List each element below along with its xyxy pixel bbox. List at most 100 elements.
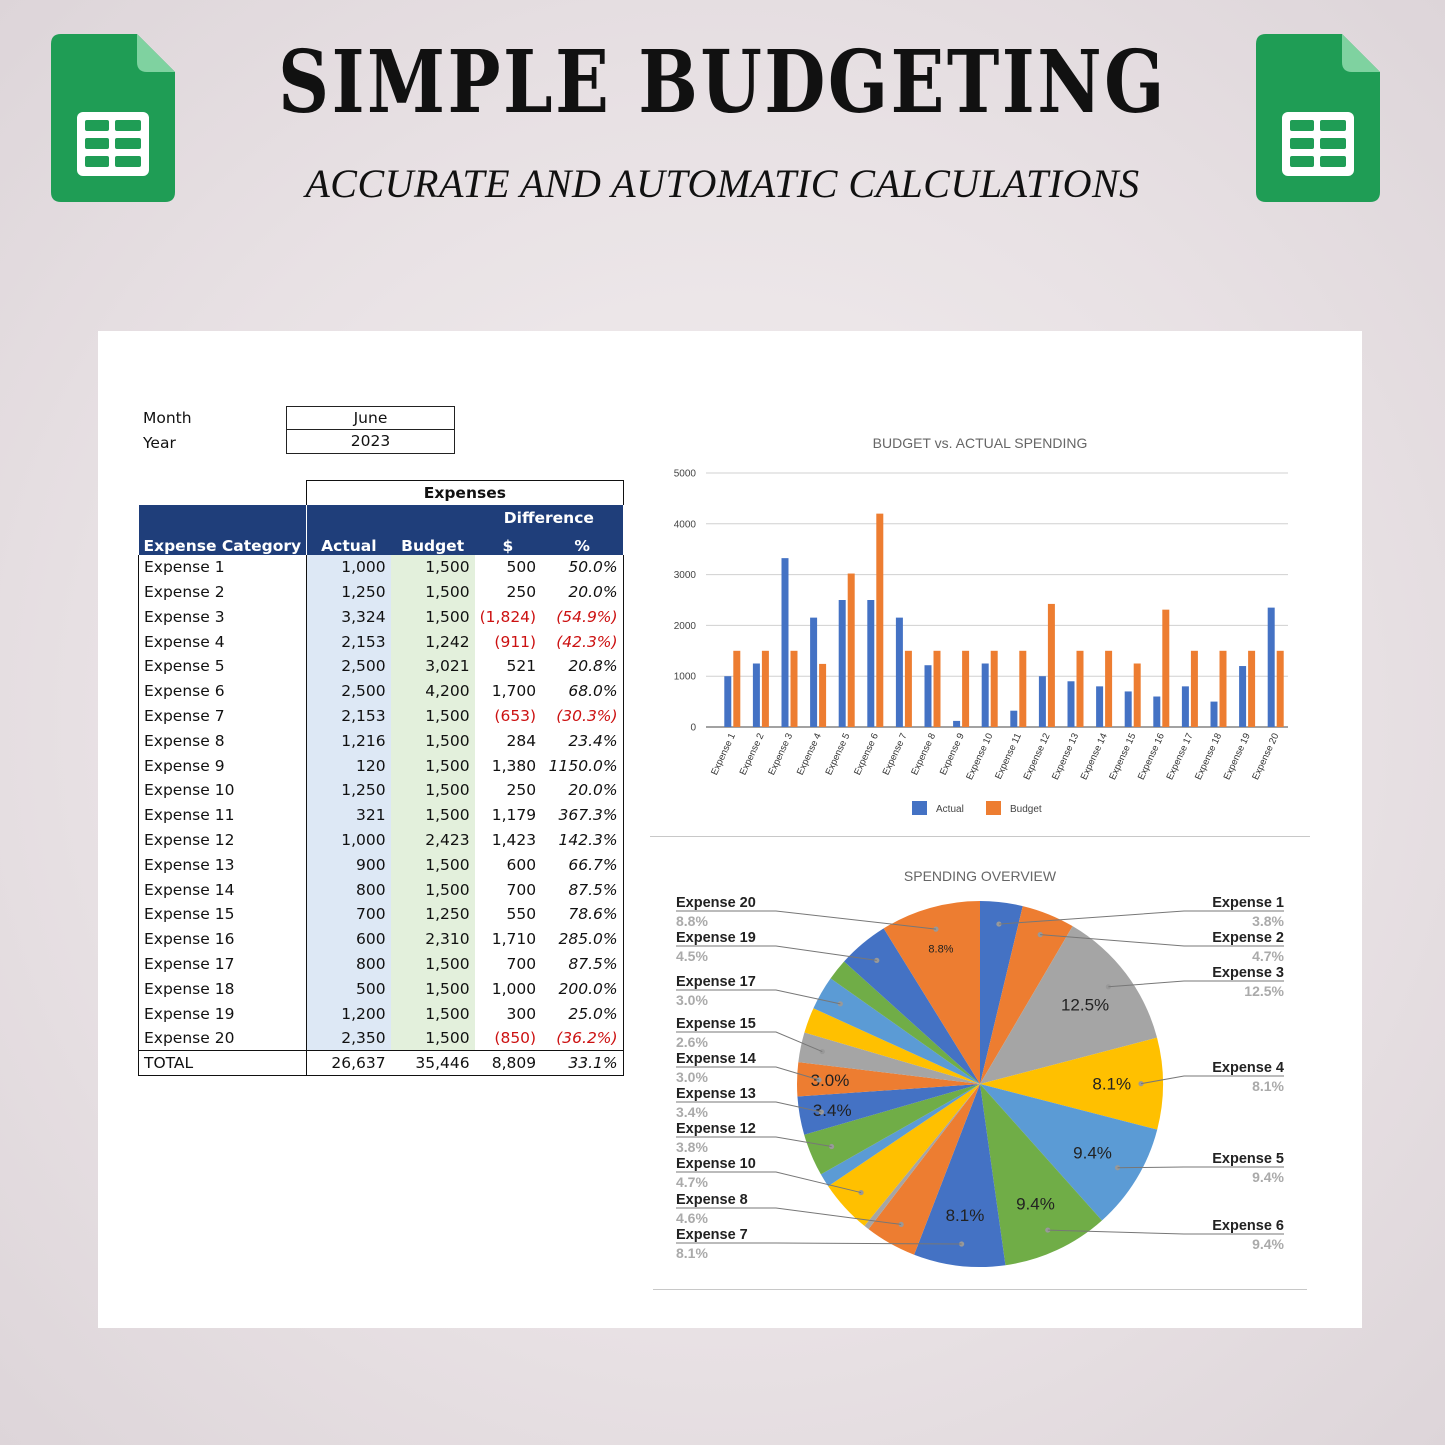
- row-diff-dollar[interactable]: 250: [506, 781, 537, 800]
- bar-actual[interactable]: [724, 676, 732, 727]
- bar-actual[interactable]: [953, 720, 961, 727]
- row-actual[interactable]: 321: [306, 802, 391, 828]
- row-diff-dollar[interactable]: 1,710: [491, 930, 537, 949]
- bar-budget[interactable]: [1219, 650, 1227, 727]
- row-diff-pct[interactable]: 200.0%: [541, 976, 624, 1002]
- pie-slice[interactable]: [820, 1084, 980, 1187]
- row-diff-pct[interactable]: 285.0%: [541, 926, 624, 952]
- pie-callout-name[interactable]: Expense 6: [1212, 1218, 1284, 1234]
- bar-actual[interactable]: [1010, 710, 1018, 727]
- pie-callout-name[interactable]: Expense 12: [676, 1121, 756, 1137]
- row-diff-pct[interactable]: (42.3%): [541, 629, 624, 655]
- pie-slice[interactable]: [804, 1084, 980, 1175]
- row-budget[interactable]: 1,500: [390, 753, 475, 779]
- row-actual[interactable]: 700: [306, 902, 391, 927]
- row-budget[interactable]: 1,500: [390, 877, 475, 903]
- row-diff-pct[interactable]: 367.3%: [541, 802, 624, 828]
- row-actual[interactable]: 1,250: [306, 778, 391, 803]
- pie-slice[interactable]: [980, 901, 1023, 1084]
- bar-actual[interactable]: [1038, 676, 1046, 727]
- row-actual[interactable]: 1,250: [306, 579, 391, 605]
- bar-budget[interactable]: [1190, 650, 1198, 727]
- row-diff-dollar[interactable]: 1,423: [491, 831, 537, 850]
- pie-slice[interactable]: [804, 1008, 980, 1084]
- row-diff-pct[interactable]: 87.5%: [541, 951, 624, 977]
- bar-actual[interactable]: [1067, 681, 1075, 727]
- row-diff-dollar[interactable]: (1,824): [479, 607, 537, 626]
- row-diff-pct[interactable]: 142.3%: [541, 827, 624, 853]
- row-diff-dollar[interactable]: 284: [506, 731, 537, 750]
- row-diff-dollar[interactable]: 700: [506, 955, 537, 974]
- row-diff-dollar[interactable]: 600: [506, 855, 537, 874]
- total-diff[interactable]: 8,809: [474, 1050, 542, 1077]
- bar-chart[interactable]: BUDGET vs. ACTUAL SPENDING 0 1000 2000 3000 4…: [658, 426, 1338, 826]
- pie-slice[interactable]: [980, 926, 1158, 1084]
- row-budget[interactable]: 1,500: [390, 951, 475, 977]
- bar-budget[interactable]: [733, 650, 741, 727]
- pie-callout-name[interactable]: Expense 7: [676, 1227, 748, 1243]
- column-header-category[interactable]: Expense Category: [138, 530, 308, 555]
- total-pct[interactable]: 33.1%: [541, 1050, 624, 1077]
- pie-slice[interactable]: [980, 906, 1073, 1084]
- bar-actual[interactable]: [924, 665, 932, 727]
- row-budget[interactable]: 1,500: [390, 852, 475, 878]
- bar-actual[interactable]: [895, 617, 903, 727]
- bar-budget[interactable]: [1248, 650, 1256, 727]
- row-budget[interactable]: 3,021: [390, 654, 475, 679]
- row-actual[interactable]: 1,000: [306, 827, 391, 853]
- pie-slice[interactable]: [864, 1084, 980, 1230]
- pie-slice[interactable]: [868, 1084, 980, 1255]
- bar-budget[interactable]: [819, 663, 827, 727]
- row-diff-pct[interactable]: 23.4%: [541, 728, 624, 754]
- row-budget[interactable]: 4,200: [390, 678, 475, 704]
- total-actual[interactable]: 26,637: [306, 1050, 391, 1077]
- row-budget[interactable]: 1,500: [390, 976, 475, 1002]
- pie-callout-name[interactable]: Expense 15: [676, 1016, 756, 1032]
- month-field[interactable]: June: [286, 406, 455, 430]
- bar-actual[interactable]: [1153, 696, 1161, 727]
- pie-callout-name[interactable]: Expense 19: [676, 930, 756, 946]
- pie-slice[interactable]: [980, 1084, 1102, 1266]
- row-budget[interactable]: 1,242: [390, 629, 475, 655]
- row-diff-pct[interactable]: 20.0%: [541, 579, 624, 605]
- bar-budget[interactable]: [1162, 609, 1170, 727]
- row-diff-dollar[interactable]: 550: [506, 905, 537, 924]
- pie-slice[interactable]: [883, 901, 980, 1084]
- row-actual[interactable]: 500: [306, 976, 391, 1002]
- pie-callout-name[interactable]: Expense 20: [676, 895, 756, 911]
- bar-actual[interactable]: [752, 663, 760, 728]
- row-budget[interactable]: 1,500: [390, 778, 475, 803]
- bar-budget[interactable]: [1133, 663, 1141, 728]
- row-budget[interactable]: 1,500: [390, 703, 475, 729]
- pie-callout-name[interactable]: Expense 5: [1212, 1151, 1284, 1167]
- row-diff-dollar[interactable]: (653): [494, 707, 537, 726]
- row-actual[interactable]: 2,500: [306, 678, 391, 704]
- row-diff-pct[interactable]: (54.9%): [541, 604, 624, 630]
- bar-actual[interactable]: [867, 600, 875, 727]
- pie-slice[interactable]: [797, 1084, 980, 1135]
- bar-budget[interactable]: [1047, 603, 1055, 727]
- pie-callout-name[interactable]: Expense 1: [1212, 895, 1284, 911]
- row-diff-dollar[interactable]: (911): [494, 632, 537, 651]
- row-diff-pct[interactable]: (36.2%): [541, 1026, 624, 1051]
- row-diff-pct[interactable]: 20.8%: [541, 654, 624, 679]
- pie-callout-name[interactable]: Expense 4: [1212, 1060, 1284, 1076]
- bar-actual[interactable]: [1267, 607, 1275, 727]
- bar-budget[interactable]: [876, 513, 884, 727]
- column-header-diff-pct[interactable]: %: [541, 530, 624, 555]
- bar-actual[interactable]: [781, 558, 789, 727]
- bar-actual[interactable]: [1096, 686, 1104, 727]
- row-diff-pct[interactable]: 66.7%: [541, 852, 624, 878]
- pie-callout-name[interactable]: Expense 13: [676, 1086, 756, 1102]
- pie-slice[interactable]: [830, 961, 980, 1084]
- row-diff-dollar[interactable]: 521: [506, 657, 537, 676]
- pie-chart[interactable]: SPENDING OVERVIEW 12.5% 8.1% 9.4% 9.4% 8.1% 3.…: [658, 856, 1338, 1296]
- row-actual[interactable]: 800: [306, 877, 391, 903]
- pie-callout-name[interactable]: Expense 17: [676, 974, 756, 990]
- row-budget[interactable]: 1,500: [390, 728, 475, 754]
- row-budget[interactable]: 1,250: [390, 902, 475, 927]
- row-budget[interactable]: 1,500: [390, 1001, 475, 1027]
- pie-callout-name[interactable]: Expense 2: [1212, 930, 1284, 946]
- row-actual[interactable]: 900: [306, 852, 391, 878]
- row-diff-dollar[interactable]: 700: [506, 880, 537, 899]
